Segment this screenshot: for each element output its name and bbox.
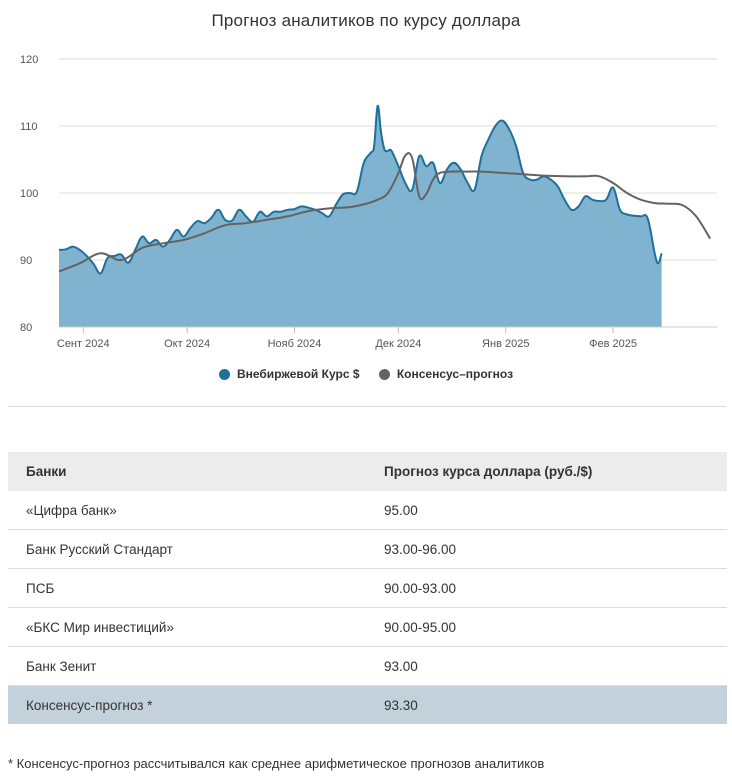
bank-name: «БКС Мир инвестиций» bbox=[8, 607, 366, 647]
section-divider bbox=[8, 406, 726, 407]
forecast-chart: 80 90 100 110 120 Сент 2024 Окт 2024 Нояб 2024 Д… bbox=[20, 54, 717, 350]
bank-forecast: 90.00-95.00 bbox=[366, 607, 727, 647]
x-tick-label: Сент 2024 bbox=[57, 338, 110, 350]
chart-legend: Внебиржевой Курс $ Консенсус–прогноз bbox=[0, 367, 732, 383]
consensus-label: Консенсус-прогноз * bbox=[8, 685, 366, 724]
x-tick-label: Окт 2024 bbox=[164, 338, 210, 350]
header-banks: Банки bbox=[8, 452, 366, 491]
table-header-row: Банки Прогноз курса доллара (руб./$) bbox=[8, 452, 727, 491]
y-tick-label: 120 bbox=[20, 54, 38, 66]
y-tick-label: 110 bbox=[20, 121, 38, 133]
bank-forecast: 93.00 bbox=[366, 646, 727, 686]
market-area-fill bbox=[59, 105, 662, 328]
footnote: * Консенсус-прогноз рассчитывался как ср… bbox=[8, 756, 545, 771]
bank-forecast: 93.00-96.00 bbox=[366, 529, 727, 569]
bank-name: «Цифра банк» bbox=[8, 491, 366, 530]
x-tick-label: Нояб 2024 bbox=[268, 338, 322, 350]
forecast-table: Банки Прогноз курса доллара (руб./$) «Ци… bbox=[8, 452, 727, 724]
consensus-line bbox=[58, 152, 711, 273]
table-row: «БКС Мир инвестиций» 90.00-95.00 bbox=[8, 607, 727, 647]
y-tick-label: 100 bbox=[20, 188, 38, 200]
bank-forecast: 95.00 bbox=[366, 491, 727, 530]
legend-item-market[interactable]: Внебиржевой Курс $ bbox=[218, 367, 360, 381]
table-row: «Цифра банк» 95.00 bbox=[8, 491, 727, 530]
header-forecast: Прогноз курса доллара (руб./$) bbox=[366, 452, 727, 491]
consensus-row: Консенсус-прогноз * 93.30 bbox=[8, 685, 727, 724]
table-row: Банк Зенит 93.00 bbox=[8, 646, 727, 686]
bank-name: Банк Русский Стандарт bbox=[8, 529, 366, 569]
legend-label-market: Внебиржевой Курс $ bbox=[236, 367, 360, 381]
bank-name: ПСБ bbox=[8, 568, 366, 608]
bank-forecast: 90.00-93.00 bbox=[366, 568, 727, 608]
market-rate-line bbox=[58, 104, 663, 275]
x-tick-label: Фев 2025 bbox=[589, 338, 637, 350]
table-row: ПСБ 90.00-93.00 bbox=[8, 568, 727, 608]
table-row: Банк Русский Стандарт 93.00-96.00 bbox=[8, 529, 727, 569]
consensus-value: 93.30 bbox=[366, 685, 727, 724]
legend-label-consensus: Консенсус–прогноз bbox=[396, 367, 514, 381]
bank-name: Банк Зенит bbox=[8, 646, 366, 686]
y-tick-label: 90 bbox=[20, 255, 32, 267]
chart-title: Прогноз аналитиков по курсу доллара bbox=[211, 11, 521, 30]
y-tick-label: 80 bbox=[20, 322, 32, 334]
x-tick-label: Дек 2024 bbox=[375, 338, 421, 350]
legend-marker-consensus bbox=[378, 368, 390, 380]
legend-marker-market bbox=[218, 368, 230, 380]
x-tick-label: Янв 2025 bbox=[482, 338, 529, 350]
legend-item-consensus[interactable]: Консенсус–прогноз bbox=[378, 367, 514, 381]
